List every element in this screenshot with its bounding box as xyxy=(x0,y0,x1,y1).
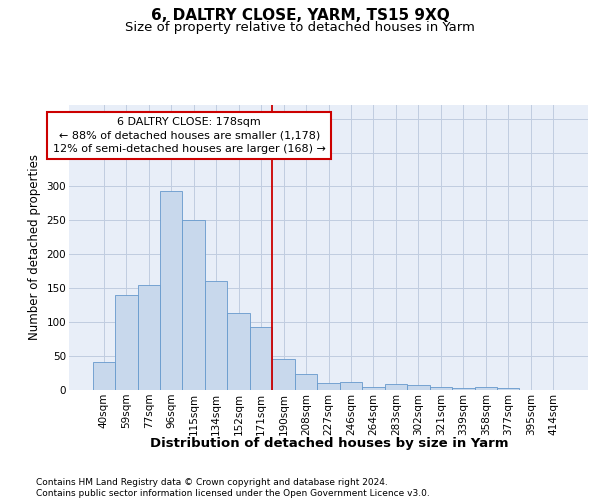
Bar xyxy=(205,282,227,390)
Text: Contains HM Land Registry data © Crown copyright and database right 2024.
Contai: Contains HM Land Registry data © Crown c… xyxy=(36,478,430,498)
Bar xyxy=(385,384,407,390)
Text: Size of property relative to detached houses in Yarm: Size of property relative to detached ho… xyxy=(125,21,475,34)
Bar xyxy=(160,191,182,390)
Bar xyxy=(340,382,362,390)
Bar xyxy=(92,362,115,390)
Bar xyxy=(452,388,475,390)
Bar xyxy=(250,327,272,390)
Bar xyxy=(317,383,340,390)
Text: 6, DALTRY CLOSE, YARM, TS15 9XQ: 6, DALTRY CLOSE, YARM, TS15 9XQ xyxy=(151,8,449,22)
Bar xyxy=(475,388,497,390)
Text: 6 DALTRY CLOSE: 178sqm
← 88% of detached houses are smaller (1,178)
12% of semi-: 6 DALTRY CLOSE: 178sqm ← 88% of detached… xyxy=(53,117,326,154)
Y-axis label: Number of detached properties: Number of detached properties xyxy=(28,154,41,340)
Text: Distribution of detached houses by size in Yarm: Distribution of detached houses by size … xyxy=(149,438,508,450)
Bar xyxy=(182,220,205,390)
Bar xyxy=(115,295,137,390)
Bar xyxy=(362,386,385,390)
Bar xyxy=(407,384,430,390)
Bar xyxy=(497,388,520,390)
Bar xyxy=(272,359,295,390)
Bar xyxy=(295,374,317,390)
Bar xyxy=(227,314,250,390)
Bar xyxy=(137,285,160,390)
Bar xyxy=(430,388,452,390)
